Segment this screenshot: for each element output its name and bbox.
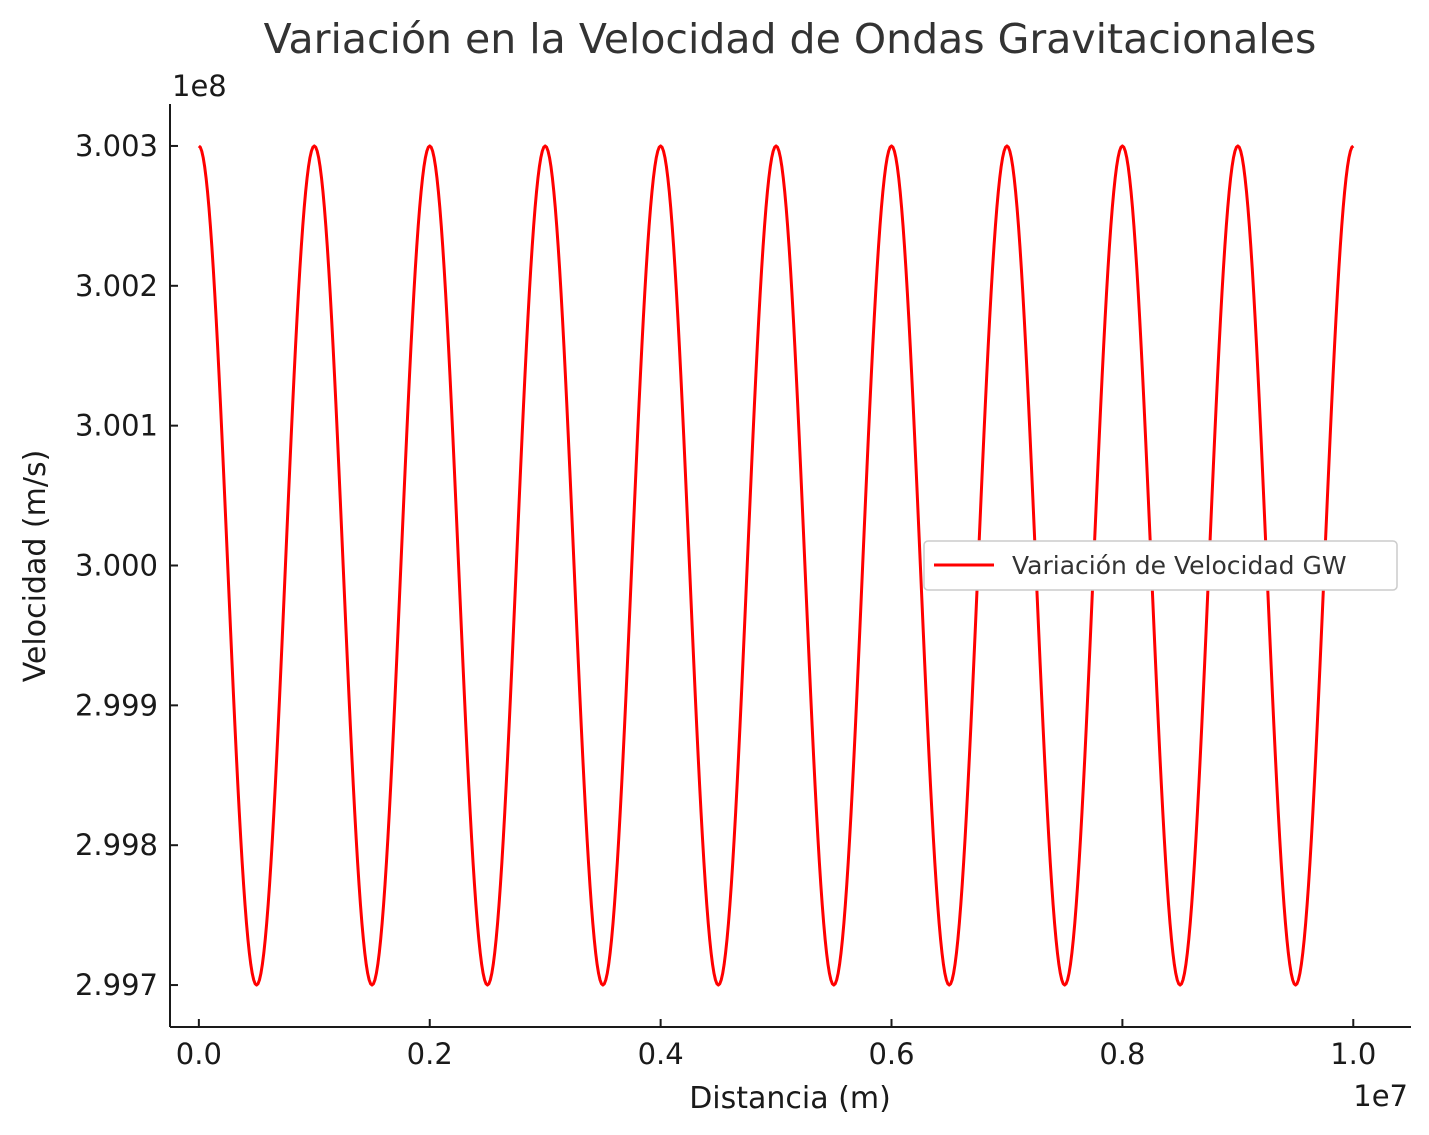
- x-ticks: 0.0 0.2 0.4 0.6 0.8 1.0: [176, 1019, 1376, 1071]
- x-axis-label: Distancia (m): [689, 1081, 891, 1116]
- y-tick-label: 3.001: [75, 409, 158, 443]
- y-tick-label: 2.998: [75, 828, 158, 862]
- x-tick-label: 0.0: [176, 1037, 222, 1071]
- y-tick-label: 2.997: [75, 968, 158, 1002]
- x-tick-label: 1.0: [1330, 1037, 1376, 1071]
- y-axis-label: Velocidad (m/s): [18, 450, 53, 683]
- y-tick-label: 3.000: [75, 549, 158, 583]
- plot-area: 0.0 0.2 0.4 0.6 0.8 1.0 2.997 2.998 2.999 3.000 3…: [75, 104, 1411, 1071]
- x-offset-label: 1e7: [1353, 1079, 1408, 1113]
- x-tick-label: 0.8: [1099, 1037, 1145, 1071]
- y-tick-label: 2.999: [75, 688, 158, 722]
- legend: Variación de Velocidad GW: [923, 540, 1398, 591]
- x-tick-label: 0.4: [638, 1037, 684, 1071]
- x-tick-label: 0.2: [407, 1037, 453, 1071]
- y-tick-label: 3.002: [75, 269, 158, 303]
- y-ticks: 2.997 2.998 2.999 3.000 3.001 3.002 3.003: [75, 129, 178, 1002]
- chart-title: Variación en la Velocidad de Ondas Gravi…: [264, 15, 1317, 63]
- legend-entry-label: Variación de Velocidad GW: [1012, 551, 1347, 580]
- legend-box: [923, 540, 1398, 591]
- series-layer: [197, 144, 1355, 987]
- y-tick-label: 3.003: [75, 129, 158, 163]
- series-line-0: [197, 144, 1355, 987]
- y-offset-label: 1e8: [172, 69, 227, 103]
- x-tick-label: 0.6: [868, 1037, 914, 1071]
